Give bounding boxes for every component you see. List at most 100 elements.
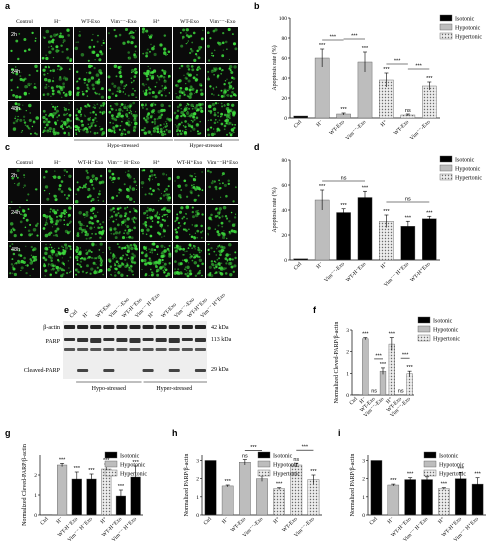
cell-dot [132, 254, 136, 258]
cell-dot [164, 125, 167, 128]
cell-dot [102, 41, 105, 45]
cell-dot [28, 103, 32, 108]
cell-dot [45, 221, 48, 223]
cell-dot [227, 89, 229, 92]
cell-dot [118, 33, 122, 37]
cell-dot [42, 115, 46, 120]
cell-dot [131, 92, 135, 97]
cell-dot [144, 254, 148, 258]
cell-dot [190, 48, 192, 50]
cell-dot [159, 223, 163, 228]
column-label: Vim⁻⁻ H⁻Exo [107, 160, 140, 166]
cell-dot [60, 88, 64, 92]
cell-dot [113, 262, 116, 265]
cell-dot [166, 117, 170, 121]
cell-dot [123, 214, 127, 218]
cell-dot [121, 220, 125, 225]
x-tick-label: H⁻ [387, 516, 396, 525]
cell-dot [209, 37, 212, 40]
cell-dot [145, 89, 148, 92]
significance-label: *** [276, 482, 283, 488]
cell-dot [119, 214, 123, 218]
cell-dot [148, 257, 151, 260]
cell-dot [45, 83, 48, 86]
cell-dot [99, 111, 102, 114]
bar [293, 258, 308, 261]
cell-dot [175, 235, 179, 240]
cell-dot [109, 248, 111, 251]
cell-dot [163, 34, 167, 37]
cell-dot [121, 262, 124, 265]
cell-dot [115, 75, 118, 78]
cell-dot [197, 209, 199, 212]
cell-dot [127, 257, 130, 260]
cell-dot [111, 209, 113, 211]
cell-dot [211, 69, 214, 72]
cell-dot [43, 77, 48, 82]
cell-dot [52, 175, 57, 179]
cell-dot [25, 245, 27, 247]
cell-dot [134, 89, 136, 92]
cell-dot [28, 118, 32, 122]
cell-dot [150, 103, 154, 107]
cell-dot [63, 113, 66, 117]
cell-dot [27, 229, 31, 233]
cell-dot [211, 198, 214, 200]
cell-dot [133, 177, 135, 180]
cell-dot [126, 109, 129, 112]
legend-label-hypotonic: Hypotonic [433, 328, 459, 334]
cell-dot [157, 75, 161, 79]
cell-dot [200, 224, 203, 228]
cell-dot [87, 87, 90, 91]
cell-dot [23, 213, 27, 218]
cell-dot [218, 266, 220, 268]
cell-dot [96, 40, 99, 43]
cell-dot [145, 233, 148, 236]
cell-dot [86, 175, 90, 180]
cell-dot [58, 77, 62, 81]
cell-dot [157, 109, 161, 114]
cell-dot [43, 189, 46, 192]
cell-dot [187, 262, 190, 264]
cell-dot [47, 232, 51, 236]
cell-dot [95, 92, 98, 95]
cell-dot [132, 87, 134, 90]
cell-dot [220, 112, 224, 116]
cell-dot [9, 222, 14, 226]
cell-dot [187, 68, 191, 71]
cell-dot [162, 261, 164, 264]
cell-dot [74, 128, 78, 131]
cell-dot [23, 49, 27, 53]
cell-dot [207, 226, 211, 230]
cell-dot [194, 187, 198, 191]
cell-dot [144, 224, 148, 227]
cell-dot [98, 93, 101, 96]
cell-dot [34, 39, 37, 42]
cell-dot [145, 54, 148, 58]
cell-dot [148, 225, 150, 227]
cell-dot [79, 260, 83, 263]
cell-dot [102, 110, 106, 114]
cell-dot [83, 228, 87, 231]
cell-dot [52, 264, 55, 267]
cell-dot [15, 70, 18, 73]
cell-dot [180, 110, 184, 115]
cell-dot [100, 52, 104, 56]
cell-dot [96, 120, 98, 123]
cell-dot [229, 69, 232, 72]
cell-dot [59, 68, 62, 71]
cell-dot [123, 232, 125, 235]
cell-dot [10, 201, 13, 203]
cell-dot [93, 214, 97, 218]
cell-dot [10, 229, 12, 231]
cell-dot [199, 132, 202, 135]
cell-dot [216, 121, 219, 123]
band-parp [129, 338, 141, 343]
cell-dot [76, 91, 80, 95]
cell-dot [42, 120, 46, 124]
cell-dot [83, 77, 87, 82]
column-label: H⁺ [153, 159, 160, 166]
cell-dot [177, 184, 179, 187]
cell-dot [87, 117, 91, 121]
